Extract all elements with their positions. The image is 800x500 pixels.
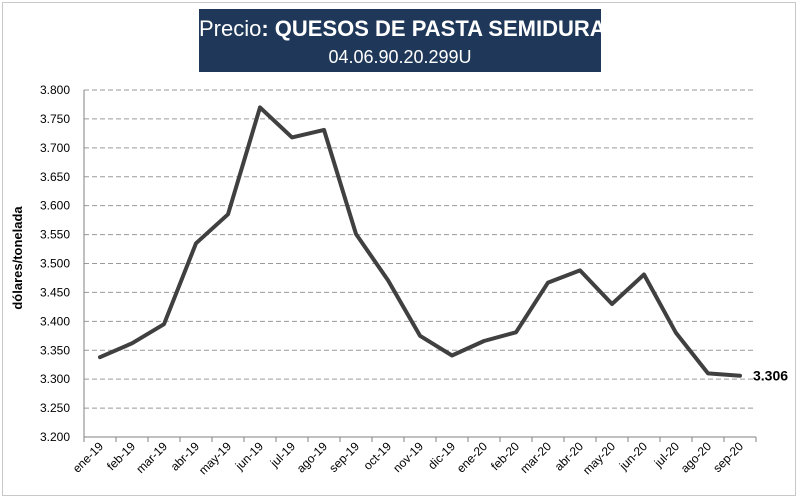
x-tick-label: jun-19 (232, 439, 266, 473)
axes (83, 90, 757, 442)
y-tick-labels: 3.200 3.250 3.300 3.350 3.400 3.450 3.500 3.550… (40, 83, 70, 444)
data-point (450, 353, 454, 357)
data-point (290, 135, 294, 139)
data-point (610, 302, 614, 306)
data-point (738, 374, 742, 378)
data-point (98, 355, 102, 359)
y-tick-label: 3.700 (40, 141, 70, 155)
data-point (706, 371, 710, 375)
y-tick-label: 3.200 (40, 430, 70, 444)
data-point (418, 334, 422, 338)
x-tick-label: sep-20 (710, 439, 746, 475)
title-prefix: Precio (199, 16, 262, 41)
y-tick-label: 3.600 (40, 199, 70, 213)
chart-title: Precio: QUESOS DE PASTA SEMIDURA (199, 15, 606, 43)
data-point (546, 281, 550, 285)
y-tick-label: 3.450 (40, 285, 70, 299)
data-point (130, 341, 134, 345)
x-tick-label: dic-19 (425, 439, 458, 472)
x-tick-label: ago-20 (678, 439, 715, 476)
x-tick-label: mar-19 (133, 439, 170, 476)
data-point (194, 241, 198, 245)
data-point (514, 330, 518, 334)
x-tick-label: may-20 (580, 439, 618, 477)
x-tick-label: sep-19 (326, 439, 362, 475)
x-tick-label: ene-20 (454, 439, 491, 476)
y-tick-label: 3.300 (40, 372, 70, 386)
y-tick-label: 3.550 (40, 228, 70, 242)
series-group (98, 105, 742, 378)
x-tick-label: ago-19 (294, 439, 331, 476)
y-tick-label: 3.750 (40, 112, 70, 126)
data-point (482, 339, 486, 343)
data-point (354, 232, 358, 236)
data-point (578, 268, 582, 272)
y-tick-label: 3.650 (40, 170, 70, 184)
annotations: 3.306 (753, 368, 788, 384)
y-tick-label: 3.400 (40, 314, 70, 328)
data-point (162, 322, 166, 326)
product-code: 04.06.90.20.299U (328, 47, 472, 67)
x-tick-label: nov-19 (390, 439, 426, 475)
data-point (226, 212, 230, 216)
end-value-label: 3.306 (753, 368, 788, 384)
title-main: : QUESOS DE PASTA SEMIDURA (261, 16, 606, 41)
x-tick-label: may-19 (196, 439, 234, 477)
y-tick-label: 3.250 (40, 401, 70, 415)
x-tick-label: ene-19 (70, 439, 107, 476)
y-tick-label: 3.500 (40, 257, 70, 271)
chart-title-box: Precio: QUESOS DE PASTA SEMIDURA 04.06.9… (199, 9, 606, 72)
data-point (322, 128, 326, 132)
y-tick-label: 3.800 (40, 83, 70, 97)
data-point (674, 331, 678, 335)
x-tick-label: oct-19 (361, 439, 395, 473)
y-tick-label: 3.350 (40, 343, 70, 357)
x-tick-label: feb-20 (488, 439, 522, 473)
data-point (386, 278, 390, 282)
x-tick-label: feb-19 (104, 439, 138, 473)
gridlines (84, 89, 756, 409)
x-tick-label: jun-20 (616, 439, 650, 473)
data-point (258, 105, 262, 109)
data-point (642, 272, 646, 276)
x-tick-label: mar-20 (517, 439, 554, 476)
